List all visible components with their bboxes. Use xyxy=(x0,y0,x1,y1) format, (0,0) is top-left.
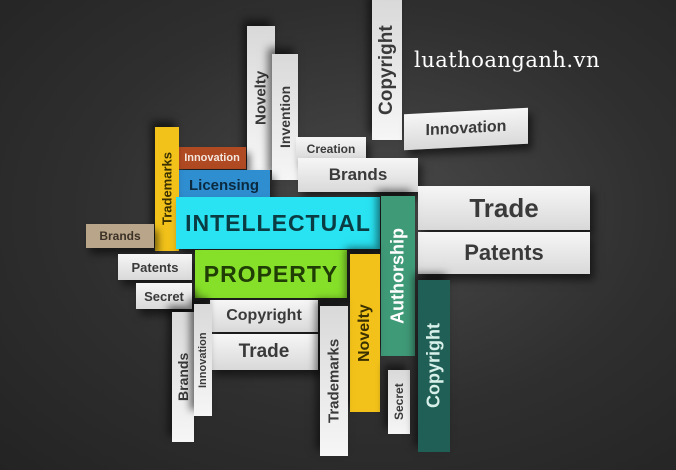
word-patents-right: Patents xyxy=(418,232,590,274)
word-invention: Invention xyxy=(272,54,298,180)
word-authorship: Authorship xyxy=(381,196,415,356)
word-trade-right: Trade xyxy=(418,186,590,230)
word-creation: Creation xyxy=(296,137,366,161)
word-trademarks-low: Trademarks xyxy=(320,306,348,456)
word-innovation-small: Innovation xyxy=(178,147,246,169)
word-brands-left: Brands xyxy=(86,224,154,248)
word-innovation-right: Innovation xyxy=(404,107,528,151)
word-trade-mid: Trade xyxy=(210,334,318,370)
word-copyright-low: Copyright xyxy=(418,280,450,452)
word-secret-low: Secret xyxy=(388,370,410,434)
word-secret-left: Secret xyxy=(136,283,192,309)
word-property: PROPERTY xyxy=(195,250,347,298)
word-patents-left: Patents xyxy=(118,254,192,280)
word-copyright-mid: Copyright xyxy=(210,300,318,332)
word-copyright-top: Copyright xyxy=(372,0,402,140)
word-novelty-low: Novelty xyxy=(350,254,380,412)
word-licensing: Licensing xyxy=(178,170,270,200)
watermark-text: luathoanganh.vn xyxy=(414,48,600,72)
word-brands-low: Brands xyxy=(172,312,194,442)
word-innovation-low: Innovation xyxy=(194,304,212,416)
word-novelty-top: Novelty xyxy=(247,26,275,170)
word-brands-mid: Brands xyxy=(298,158,418,192)
word-intellectual: INTELLECTUAL xyxy=(176,197,380,249)
